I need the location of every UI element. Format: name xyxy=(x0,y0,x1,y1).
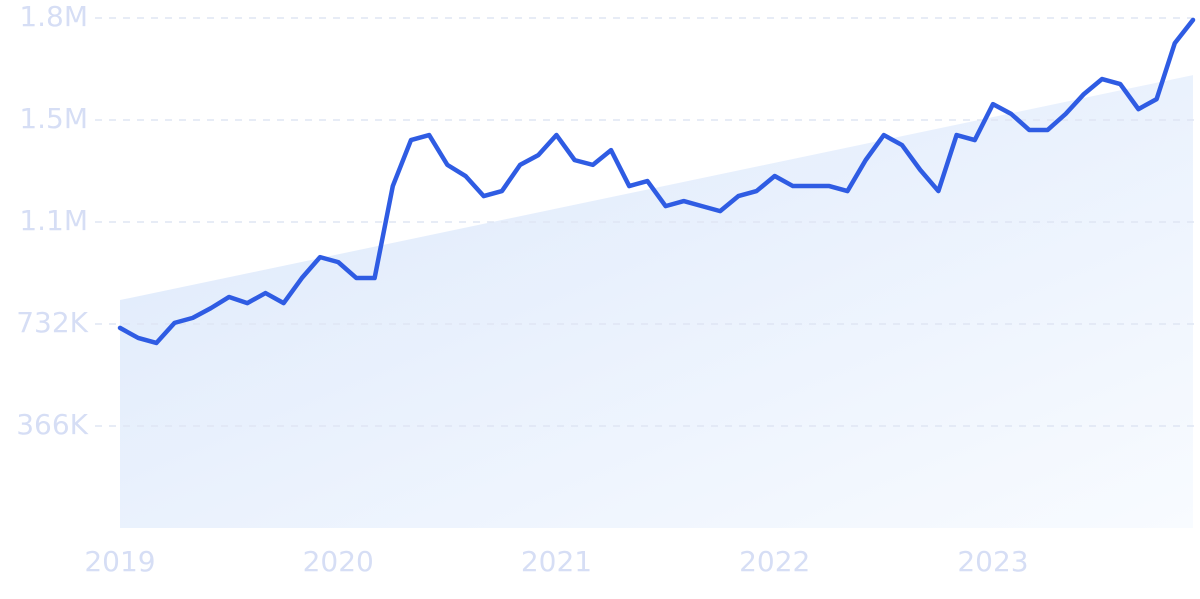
y-tick-label: 1.1M xyxy=(19,204,88,237)
trend-area xyxy=(120,75,1193,528)
y-tick-label: 732K xyxy=(16,306,88,339)
y-tick-label: 1.8M xyxy=(19,0,88,33)
data-line xyxy=(117,17,1196,346)
x-tick-label: 2020 xyxy=(303,545,374,578)
y-tick-label: 366K xyxy=(16,408,88,441)
x-tick-label: 2019 xyxy=(84,545,155,578)
x-tick-label: 2023 xyxy=(957,545,1028,578)
x-tick-label: 2021 xyxy=(521,545,592,578)
x-tick-label: 2022 xyxy=(739,545,810,578)
y-tick-label: 1.5M xyxy=(19,102,88,135)
